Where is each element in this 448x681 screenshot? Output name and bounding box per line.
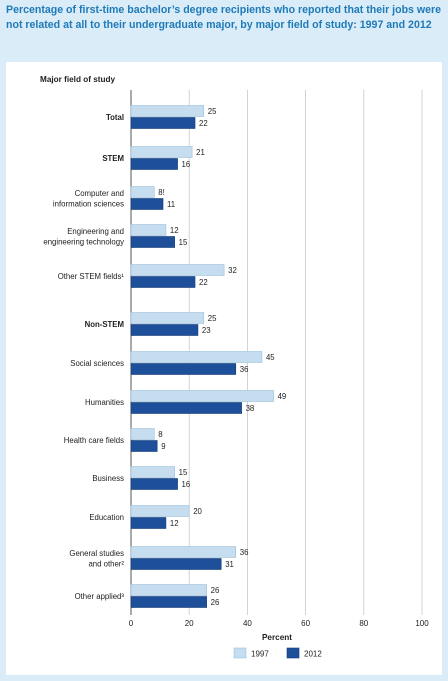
bar-2012 <box>130 596 207 608</box>
bar-2012 <box>130 402 242 414</box>
category-label: engineering technology <box>43 237 124 246</box>
legend-swatch-2012 <box>286 647 300 659</box>
labels: 0 20 40 60 80 1002522Total2116STEM8!11Compute… <box>43 107 429 628</box>
bar-1997 <box>130 186 155 198</box>
bar-2012 <box>130 236 175 248</box>
bar-1997 <box>130 428 155 440</box>
legend-label-1997: 1997 <box>251 650 269 659</box>
data-label: 9 <box>161 442 165 451</box>
category-label: and other² <box>88 559 124 568</box>
data-label: 31 <box>225 560 234 569</box>
bar-2012 <box>130 478 178 490</box>
data-label: 15 <box>179 468 188 477</box>
category-label: Computer and <box>75 189 124 198</box>
data-label: 23 <box>202 326 211 335</box>
data-label: 36 <box>240 365 249 374</box>
bar-2012 <box>130 198 164 210</box>
category-label: Humanities <box>85 398 124 407</box>
bar-2012 <box>130 117 196 129</box>
data-label: 16 <box>182 480 191 489</box>
legend-label-2012: 2012 <box>304 650 322 659</box>
bar-1997 <box>130 105 205 117</box>
data-label: 22 <box>199 119 208 128</box>
bar-1997 <box>130 264 225 276</box>
bar-1997 <box>130 312 205 324</box>
data-label: 49 <box>278 392 287 401</box>
x-tick-label: 100 <box>415 619 429 628</box>
category-label: Social sciences <box>70 359 124 368</box>
legend-swatch-1997 <box>233 647 247 659</box>
bar-1997 <box>130 546 237 558</box>
category-label: Health care fields <box>64 436 124 445</box>
category-label: General studies <box>69 549 124 558</box>
bar-2012 <box>130 517 167 529</box>
category-label: Other applied³ <box>75 592 125 601</box>
data-label: 38 <box>246 404 255 413</box>
data-label: 15 <box>179 238 188 247</box>
bar-2012 <box>130 558 222 570</box>
data-label: 32 <box>228 266 237 275</box>
bar-2012 <box>130 158 178 170</box>
bar-chart: 0 20 40 60 80 1002522Total2116STEM8!11Compute… <box>40 75 429 659</box>
category-label: Total <box>106 113 124 122</box>
bar-1997 <box>130 351 263 363</box>
x-tick-label: 40 <box>243 619 252 628</box>
data-label: 26 <box>211 586 220 595</box>
bar-2012 <box>130 440 158 452</box>
chart-panel: 0 20 40 60 80 100 25 22 Total 21 16 STEM 8! 11 Compute… <box>6 62 442 675</box>
x-tick-label: 80 <box>359 619 368 628</box>
bar-1997 <box>130 584 207 596</box>
bar-1997 <box>130 466 175 478</box>
data-label: 11 <box>167 200 175 209</box>
bar-1997 <box>130 505 190 517</box>
data-label: 22 <box>199 278 208 287</box>
bars <box>130 105 274 608</box>
data-label: 45 <box>266 353 275 362</box>
data-label: 12 <box>170 226 179 235</box>
data-label: 25 <box>208 314 217 323</box>
bar-2012 <box>130 324 199 336</box>
y-axis-title: Major field of study <box>40 75 116 84</box>
data-label: 8 <box>158 430 162 439</box>
data-label: 36 <box>240 548 249 557</box>
category-label: Business <box>92 474 124 483</box>
category-label: Engineering and <box>67 227 124 236</box>
x-tick-label: 0 <box>129 619 134 628</box>
data-label: 12 <box>170 519 179 528</box>
category-label: Other STEM fields¹ <box>58 272 125 281</box>
category-label: Education <box>89 513 124 522</box>
category-label: STEM <box>102 154 124 163</box>
bar-1997 <box>130 390 274 402</box>
category-label: information sciences <box>53 199 124 208</box>
bar-2012 <box>130 363 237 375</box>
legend: 1997 2012 <box>233 647 322 659</box>
x-tick-label: 60 <box>301 619 310 628</box>
bar-1997 <box>130 224 167 236</box>
data-label: 8! <box>158 188 165 197</box>
category-label: Non-STEM <box>85 320 124 329</box>
bar-1997 <box>130 146 193 158</box>
x-axis-title: Percent <box>262 633 292 642</box>
bar-2012 <box>130 276 196 288</box>
data-label: 16 <box>182 160 191 169</box>
data-label: 20 <box>193 507 202 516</box>
data-label: 26 <box>211 598 220 607</box>
x-tick-label: 20 <box>185 619 194 628</box>
data-label: 25 <box>208 107 217 116</box>
chart-title: Percentage of first-time bachelor’s degr… <box>6 4 442 31</box>
data-label: 21 <box>196 148 205 157</box>
